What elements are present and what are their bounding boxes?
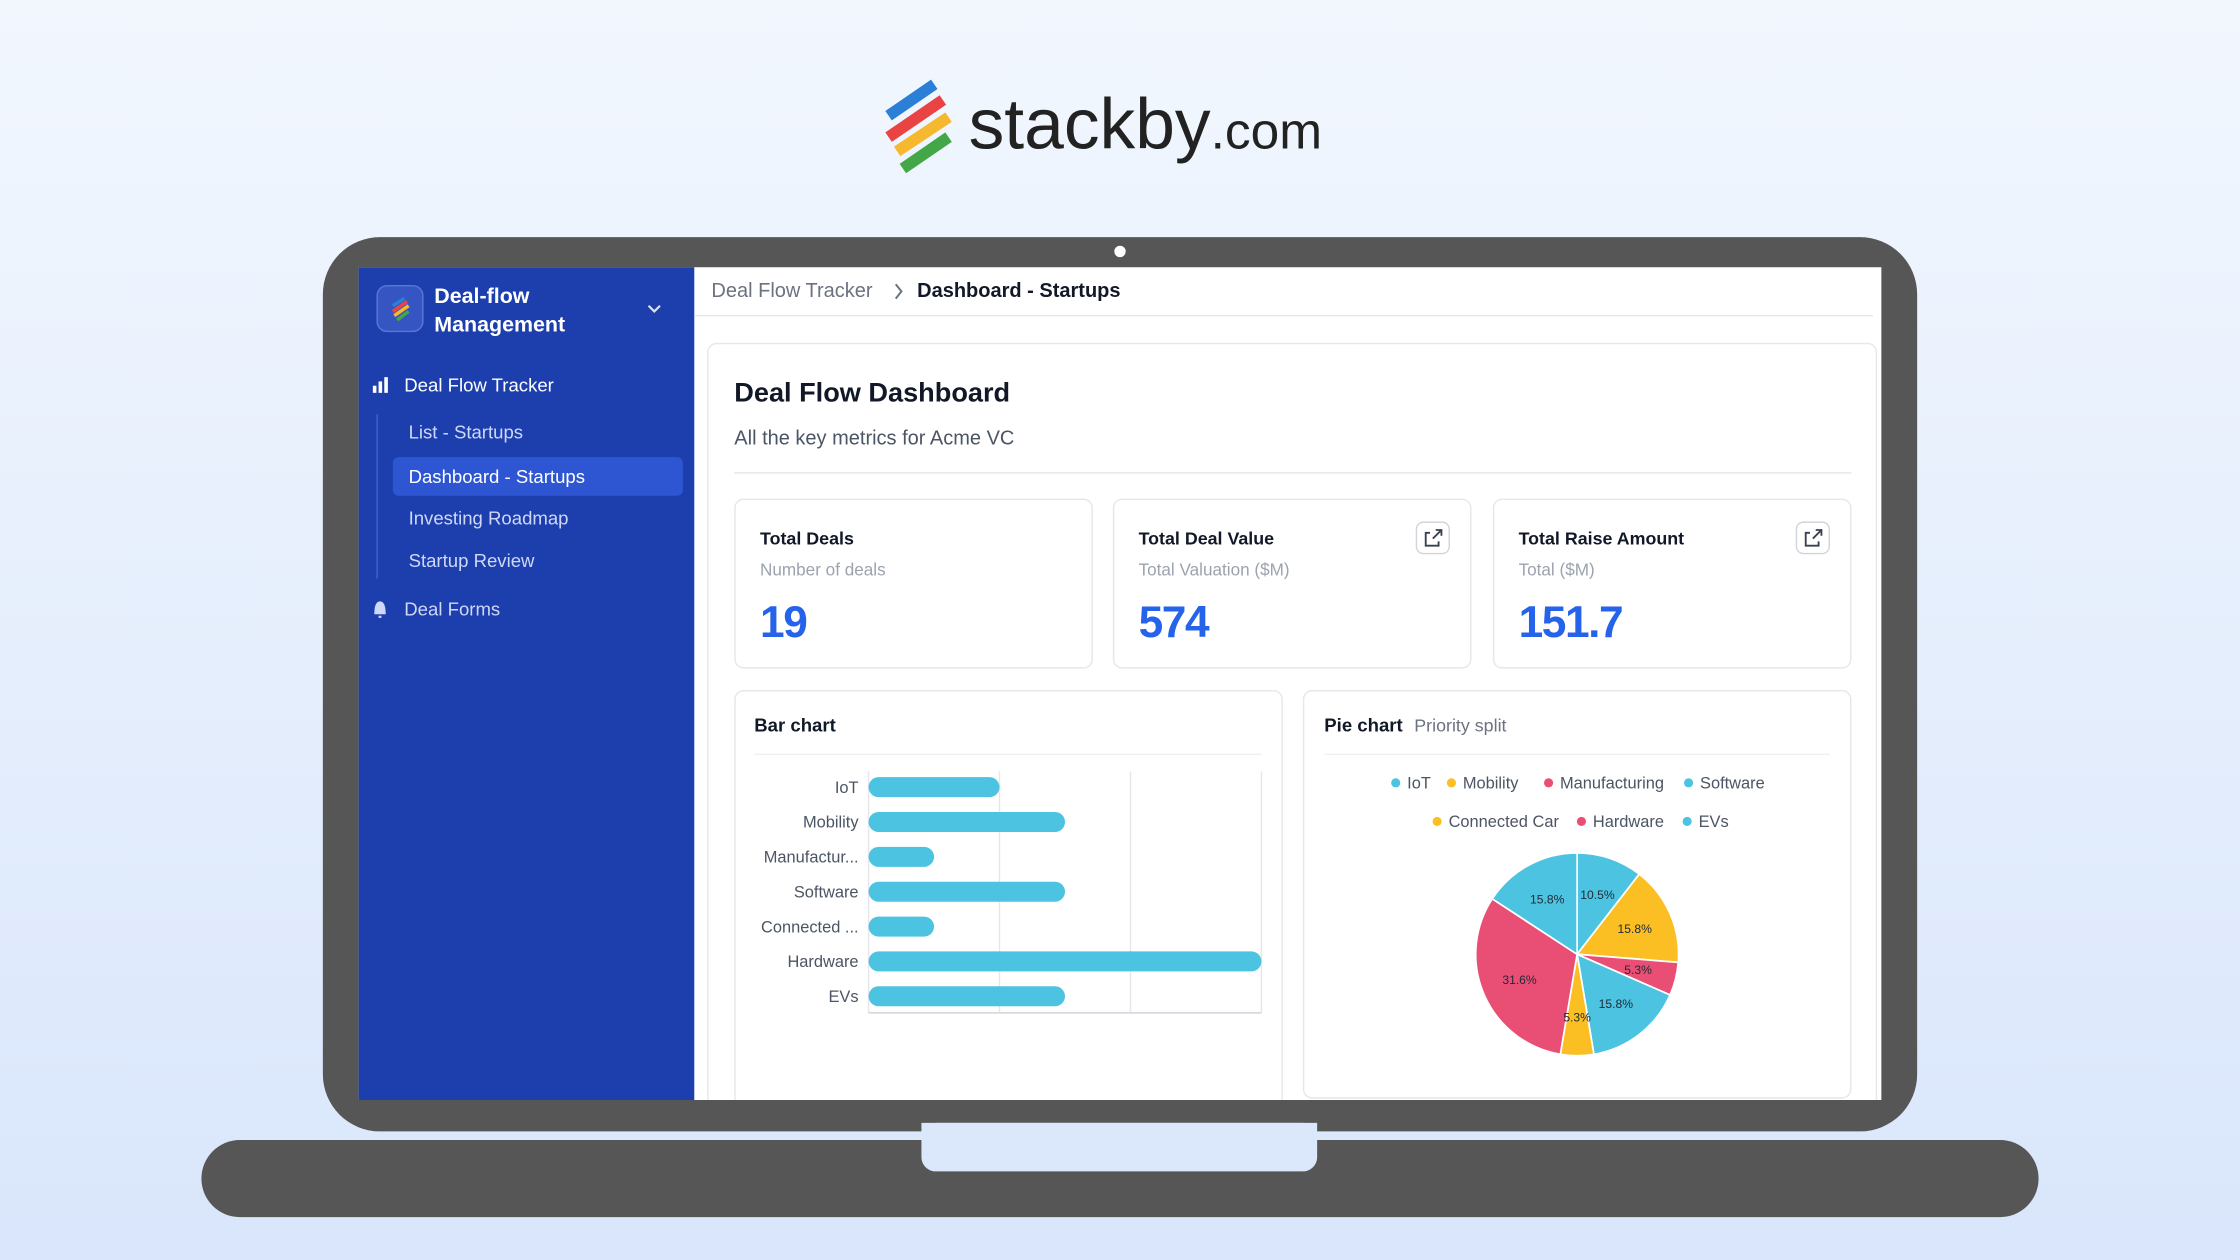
- nav-subitem[interactable]: Startup Review: [409, 550, 535, 571]
- stat-value: 574: [1139, 598, 1210, 647]
- pie-chart-card: Pie chart Priority split IoT Mobility Manufa…: [1302, 690, 1852, 1099]
- y-tick-label: Connected ...: [761, 918, 859, 936]
- y-tick-label: IoT: [835, 779, 859, 797]
- chart-title: Pie chart: [1324, 714, 1402, 735]
- y-tick-label: Mobility: [803, 814, 859, 832]
- stat-title: Total Deal Value: [1139, 528, 1275, 548]
- bar: [868, 986, 1065, 1007]
- legend-label[interactable]: Connected Car: [1449, 813, 1560, 831]
- legend-swatch: [1684, 778, 1694, 788]
- dashboard-subtitle: All the key metrics for Acme VC: [734, 427, 1014, 449]
- workspace-icon-mark: [391, 297, 410, 322]
- bar: [868, 881, 1065, 902]
- chart-title: Bar chart: [754, 714, 836, 735]
- legend-swatch: [1432, 816, 1442, 826]
- app: Deal-flow Management Deal Flow Tracker L…: [358, 267, 1882, 1100]
- stat-title: Total Raise Amount: [1519, 528, 1685, 548]
- nav-active-bg: [392, 457, 683, 496]
- pie-slice: [1576, 952, 1672, 1056]
- data-label: 31.6%: [1502, 973, 1537, 987]
- legend-label[interactable]: Manufacturing: [1560, 775, 1664, 793]
- workspace-name: Management: [434, 312, 565, 336]
- nav-subitem-active[interactable]: Dashboard - Startups: [409, 466, 585, 487]
- stat-card: [1112, 498, 1472, 669]
- data-label: 10.5%: [1580, 888, 1615, 902]
- workspace-name: Deal-flow: [434, 284, 529, 308]
- legend-swatch: [1446, 778, 1456, 788]
- legend-swatch: [1391, 778, 1401, 788]
- camera: [1114, 245, 1126, 258]
- legend-label[interactable]: Mobility: [1463, 775, 1519, 793]
- open-link-icon: [1804, 529, 1823, 547]
- workspace-icon: [376, 285, 424, 333]
- bar: [868, 951, 1262, 972]
- data-label: 5.3%: [1624, 963, 1652, 977]
- breadcrumb-item[interactable]: Deal Flow Tracker: [711, 280, 872, 302]
- data-label: 15.8%: [1617, 922, 1652, 936]
- stat-card: [1492, 498, 1852, 669]
- nav-item[interactable]: Deal Flow Tracker: [404, 374, 554, 395]
- stat-subtitle: Number of deals: [760, 560, 886, 580]
- chart-subtitle: Priority split: [1414, 715, 1506, 735]
- nav-subitem[interactable]: List - Startups: [409, 422, 524, 443]
- y-tick-label: EVs: [828, 988, 858, 1006]
- y-tick-label: Hardware: [787, 953, 858, 971]
- nav-subitem[interactable]: Investing Roadmap: [409, 507, 569, 528]
- stat-value: 151.7: [1519, 598, 1623, 647]
- workspace-chevron[interactable]: [647, 304, 661, 313]
- data-label: 5.3%: [1563, 1010, 1591, 1024]
- dashboard-title: Deal Flow Dashboard: [734, 376, 1010, 407]
- legend-swatch: [1682, 816, 1692, 826]
- bar: [868, 846, 935, 867]
- open-link-icon: [1424, 529, 1443, 547]
- laptop-base: [201, 1140, 2039, 1218]
- legend-label[interactable]: Software: [1700, 775, 1765, 793]
- breadcrumb-separator: [894, 283, 903, 300]
- legend-label[interactable]: IoT: [1407, 775, 1431, 793]
- legend-swatch: [1576, 816, 1587, 826]
- bar: [868, 812, 1065, 833]
- logo-text: stackby.com: [969, 85, 1322, 165]
- bar: [868, 916, 935, 937]
- bar: [868, 777, 1000, 798]
- sidebar: [358, 267, 695, 1100]
- y-tick-label: Software: [794, 883, 859, 901]
- stat-subtitle: Total ($M): [1519, 560, 1595, 580]
- logo-mark: [885, 79, 952, 174]
- stat-subtitle: Total Valuation ($M): [1139, 560, 1290, 580]
- stat-title: Total Deals: [760, 528, 854, 548]
- pie-slice: [1474, 897, 1579, 1056]
- data-label: 15.8%: [1599, 997, 1634, 1011]
- legend-label[interactable]: EVs: [1699, 813, 1729, 831]
- breadcrumb-current: Dashboard - Startups: [917, 280, 1120, 302]
- tracker-icon: [372, 377, 388, 393]
- bar-chart-card: Bar chart IoT Mobility Manufactur... Softwar…: [734, 690, 1283, 1100]
- nav-item[interactable]: Deal Forms: [404, 599, 500, 620]
- stat-card: [734, 498, 1093, 669]
- pie-slice: [1491, 851, 1578, 956]
- pie-slice: [1575, 872, 1680, 964]
- legend-label[interactable]: Hardware: [1593, 813, 1664, 831]
- laptop-notch-top: [921, 1122, 1318, 1140]
- data-label: 15.8%: [1530, 892, 1565, 906]
- stat-value: 19: [760, 598, 806, 647]
- logo-name: stackby: [969, 85, 1211, 165]
- stats: Total Deals Number of deals 19 Total Deal V…: [734, 498, 1852, 669]
- bell-icon: [374, 601, 386, 618]
- legend-swatch: [1544, 778, 1554, 788]
- y-tick-label: Manufactur...: [764, 849, 859, 867]
- logo-suffix: .com: [1211, 102, 1322, 160]
